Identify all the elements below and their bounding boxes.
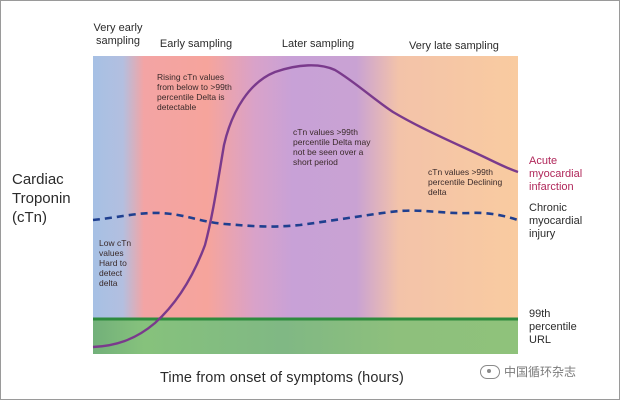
sampling-zones-background — [93, 56, 518, 318]
url-band — [93, 318, 518, 354]
ami-curve-label: Acute myocardial infarction — [529, 155, 583, 193]
watermark-text: 中国循环杂志 — [504, 365, 577, 379]
watermark: 中国循环杂志 — [480, 363, 576, 380]
note-very-late: cTn values >99th percentile Declining de… — [428, 167, 503, 197]
x-axis-label: Time from onset of symptoms (hours) — [160, 370, 404, 386]
y-axis-label: Cardiac Troponin (cTn) — [12, 171, 71, 226]
note-very-early: Low cTn values Hard to detect delta — [99, 238, 132, 288]
wechat-icon — [480, 364, 500, 379]
note-later: cTn values >99th percentile Delta may no… — [293, 127, 371, 167]
chronic-injury-curve — [92, 209, 519, 228]
url-label: 99th percentile URL — [529, 308, 577, 346]
chronic-injury-curve-label: Chronic myocardial injury — [529, 202, 583, 240]
phase-early-label: Early sampling — [159, 38, 233, 50]
note-early: Rising cTn values from below to >99th pe… — [157, 72, 232, 112]
phase-very-late-label: Very late sampling — [409, 40, 499, 52]
ami-curve — [92, 64, 519, 349]
phase-later-label: Later sampling — [281, 38, 355, 50]
phase-very-early-label: Very early sampling — [93, 22, 143, 47]
